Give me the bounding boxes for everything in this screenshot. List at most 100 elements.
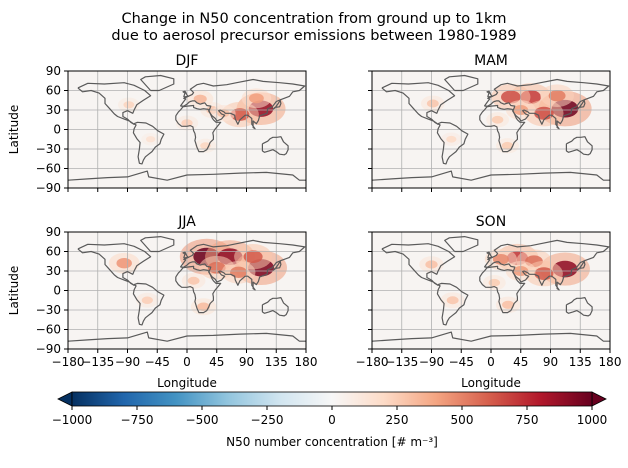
y-tick-label: 0 bbox=[53, 123, 61, 137]
hotspot bbox=[426, 99, 439, 108]
chart-title-line-1: Change in N50 concentration from ground … bbox=[121, 11, 506, 27]
coastline bbox=[179, 239, 306, 291]
gridlines bbox=[67, 231, 307, 350]
colorbar-tick-label: 750 bbox=[516, 413, 539, 427]
hotspot bbox=[548, 90, 566, 102]
coastline bbox=[182, 90, 189, 98]
hotspot bbox=[141, 296, 153, 304]
colorbar-tick-label: 0 bbox=[328, 413, 336, 427]
y-tick-label: 60 bbox=[46, 245, 61, 259]
panels: DJF 90 60 30 0 −30 −60 −90 Latitude MAM JJA 90 60 30 0… bbox=[7, 53, 621, 390]
hotspot bbox=[446, 296, 459, 305]
coastline bbox=[565, 297, 593, 317]
panel-son: SON −180−135 −90 −45 0 45 90 135 180 Longitude bbox=[356, 214, 622, 390]
coastline bbox=[261, 136, 289, 156]
coastline bbox=[68, 331, 306, 342]
x-tick-label: −180 bbox=[52, 355, 85, 369]
x-axis-label: Longitude bbox=[461, 376, 521, 390]
coastline bbox=[436, 121, 469, 165]
colorbar-extend-max bbox=[591, 391, 607, 407]
y-tick-label: 0 bbox=[53, 284, 61, 298]
hotspot bbox=[145, 136, 156, 143]
y-tick-label: −30 bbox=[36, 142, 61, 156]
x-tick-label: −135 bbox=[81, 355, 114, 369]
x-tick-label: 180 bbox=[599, 355, 622, 369]
hotspot bbox=[501, 141, 514, 150]
hotspot bbox=[230, 266, 248, 278]
hotspot bbox=[491, 115, 504, 124]
coastline bbox=[372, 170, 610, 181]
panel-djf: DJF 90 60 30 0 −30 −60 −90 Latitude bbox=[7, 53, 307, 195]
coastline bbox=[132, 121, 165, 165]
coastlines bbox=[68, 236, 306, 342]
colorbar-tick-label: −250 bbox=[251, 413, 284, 427]
hotspot bbox=[243, 250, 263, 264]
coastline bbox=[77, 82, 152, 125]
coastline bbox=[576, 99, 586, 110]
y-tick-label: 90 bbox=[46, 225, 61, 239]
hotspot bbox=[249, 93, 264, 104]
panel-title: SON bbox=[476, 214, 506, 230]
x-tick-label: −45 bbox=[449, 355, 474, 369]
y-tick-label: −90 bbox=[36, 181, 61, 195]
coastline bbox=[576, 260, 586, 271]
panel-title: DJF bbox=[176, 53, 199, 69]
colorbar: −1000 −750 −500 −250 0 250 500 750 1000 N50 numbe… bbox=[52, 391, 608, 449]
y-tick-label: 60 bbox=[46, 84, 61, 98]
y-tick-label: −60 bbox=[36, 323, 61, 337]
coastline bbox=[182, 251, 189, 259]
coastline bbox=[272, 99, 282, 110]
hotspot bbox=[193, 94, 207, 104]
coastline bbox=[261, 297, 289, 317]
colorbar-gradient bbox=[71, 391, 593, 407]
coastline bbox=[179, 78, 306, 130]
x-tick-label: 180 bbox=[295, 355, 318, 369]
x-tick-label: −135 bbox=[385, 355, 418, 369]
panel-mam: MAM bbox=[368, 53, 611, 192]
coastline bbox=[140, 236, 175, 253]
y-tick-label: −30 bbox=[36, 303, 61, 317]
colorbar-tick-label: 500 bbox=[451, 413, 474, 427]
colorbar-tick-label: −1000 bbox=[52, 413, 93, 427]
colorbar-tick-label: 250 bbox=[386, 413, 409, 427]
colorbar-tick-label: 1000 bbox=[577, 413, 608, 427]
x-axis-label: Longitude bbox=[157, 376, 217, 390]
y-tick-label: 90 bbox=[46, 64, 61, 78]
x-tick-label: 45 bbox=[209, 355, 224, 369]
x-tick-label: 0 bbox=[487, 355, 495, 369]
panel-title: JJA bbox=[177, 214, 196, 230]
x-tick-label: 0 bbox=[183, 355, 191, 369]
y-tick-label: 30 bbox=[46, 264, 61, 278]
hotspot bbox=[116, 258, 132, 269]
coastline bbox=[565, 136, 593, 156]
coastline bbox=[479, 265, 526, 314]
coastline bbox=[444, 74, 479, 92]
y-tick-label: 30 bbox=[46, 103, 61, 117]
hotspot bbox=[187, 276, 200, 285]
panel-title: MAM bbox=[474, 53, 508, 69]
coastline bbox=[444, 236, 479, 253]
hotspot bbox=[446, 135, 457, 143]
coastline bbox=[479, 104, 526, 153]
coastline bbox=[486, 251, 493, 259]
x-tick-label: 135 bbox=[569, 355, 592, 369]
y-axis-label: Latitude bbox=[7, 105, 21, 154]
x-tick-label: 90 bbox=[543, 355, 558, 369]
coastline bbox=[272, 260, 282, 271]
coastline bbox=[77, 243, 152, 286]
y-axis-label: Latitude bbox=[7, 266, 21, 315]
colorbar-tick-label: −500 bbox=[186, 413, 219, 427]
coastline bbox=[132, 282, 165, 326]
hotspot bbox=[217, 109, 230, 118]
hotspot bbox=[501, 90, 521, 104]
coastline bbox=[68, 170, 306, 181]
coastline bbox=[175, 265, 222, 314]
coastlines bbox=[68, 74, 306, 181]
x-tick-label: −90 bbox=[115, 355, 140, 369]
coastline bbox=[381, 243, 456, 286]
coastline bbox=[483, 239, 610, 291]
y-tick-label: −90 bbox=[36, 342, 61, 356]
coastlines bbox=[372, 236, 610, 342]
